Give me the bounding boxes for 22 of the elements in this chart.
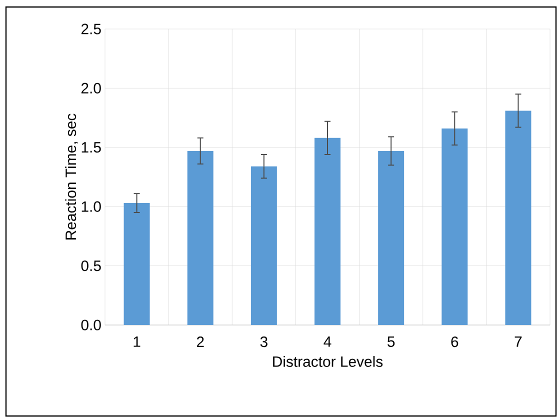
bar (442, 128, 468, 325)
x-axis-title: Distractor Levels (273, 356, 383, 367)
bar (314, 138, 341, 325)
bar (250, 166, 277, 325)
x-tick-label: 3 (260, 336, 268, 348)
bar (505, 110, 532, 325)
y-tick-label: 1.0 (82, 201, 101, 212)
x-tick-label: 2 (196, 336, 204, 347)
y-tick-label: 0.0 (81, 320, 101, 330)
y-tick-label: 1.5 (82, 142, 101, 153)
y-axis-title: Reaction Time, sec (65, 114, 78, 240)
x-tick-label: 5 (388, 336, 395, 347)
bar (187, 150, 214, 325)
bar (124, 203, 150, 325)
x-tick-label: 7 (514, 336, 522, 347)
x-tick-label: 4 (324, 336, 332, 347)
x-tick-label: 1 (134, 336, 140, 347)
x-tick-label: 6 (451, 336, 458, 348)
y-tick-label: 0.5 (81, 260, 101, 272)
y-tick-label: 2.5 (81, 24, 101, 34)
y-tick-label: 2.0 (81, 82, 101, 94)
bar (378, 150, 404, 325)
